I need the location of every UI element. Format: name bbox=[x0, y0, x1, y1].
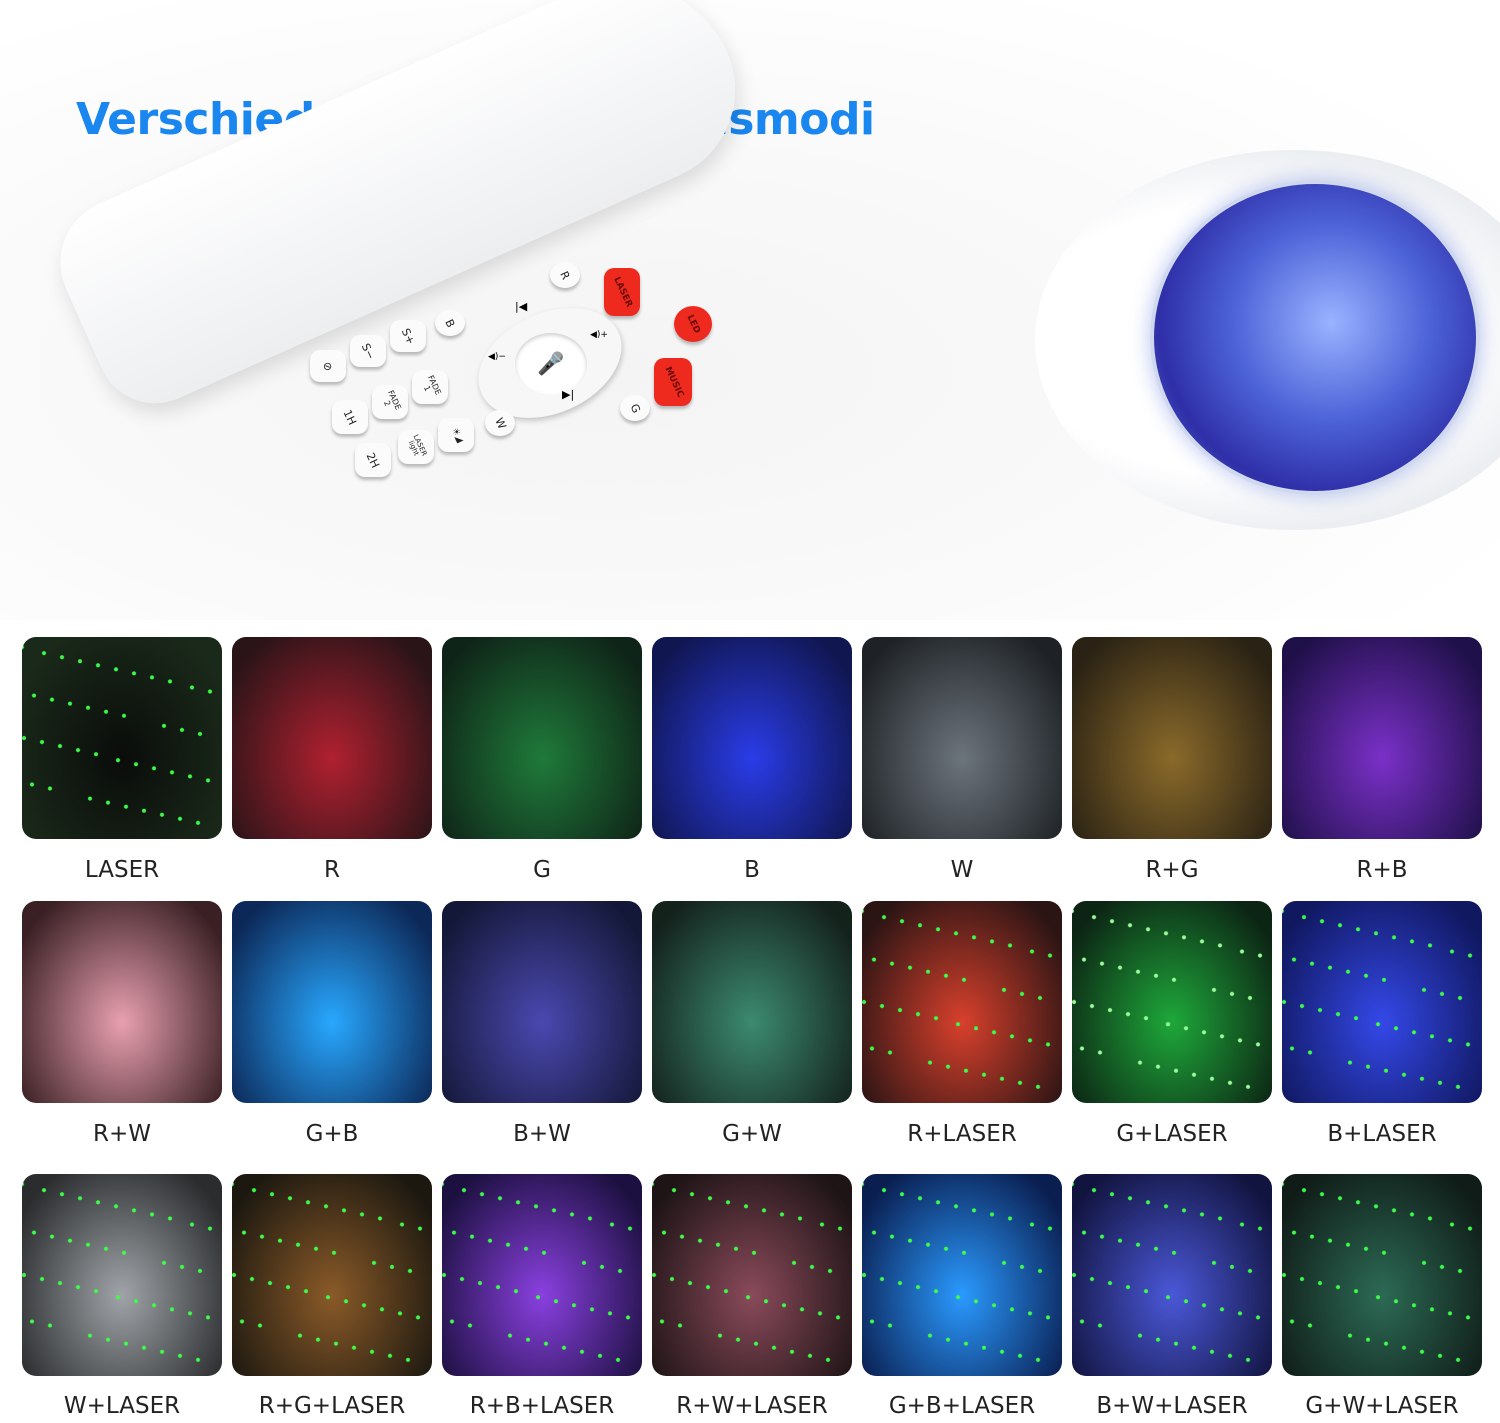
brightness-icon: ☀◢ bbox=[448, 425, 465, 444]
b-label: B bbox=[442, 316, 458, 330]
2h-button[interactable]: 2H bbox=[355, 443, 391, 477]
led-button[interactable]: LED bbox=[674, 306, 712, 342]
mode-tile bbox=[232, 637, 432, 839]
w-label: W bbox=[491, 415, 509, 431]
1h-button[interactable]: 1H bbox=[332, 400, 368, 434]
mode-tile bbox=[652, 901, 852, 1103]
laser-button[interactable]: LASER bbox=[604, 268, 640, 316]
laser-label: LASER bbox=[611, 275, 634, 309]
brightness-button[interactable]: ☀◢ bbox=[438, 418, 474, 452]
mode-label: R bbox=[324, 857, 340, 883]
2h-label: 2H bbox=[363, 450, 383, 470]
mode-label: W bbox=[950, 857, 974, 883]
mode-tile bbox=[442, 1174, 642, 1376]
mode-label: G+W bbox=[722, 1121, 782, 1147]
mode-label: R+LASER bbox=[907, 1121, 1017, 1147]
volume-up-icon[interactable]: ◀)+ bbox=[590, 330, 608, 340]
next-icon[interactable]: ▶| bbox=[562, 388, 575, 401]
1h-label: 1H bbox=[340, 407, 360, 427]
s-plus-label: S+ bbox=[398, 325, 418, 347]
mode-tile bbox=[1282, 637, 1482, 839]
fade2-button[interactable]: FADE 2 bbox=[372, 385, 408, 419]
mode-label: B+LASER bbox=[1327, 1121, 1437, 1147]
mode-tile bbox=[862, 901, 1062, 1103]
r-label: R bbox=[557, 268, 573, 282]
mode-tile bbox=[1072, 901, 1272, 1103]
mode-tile bbox=[1072, 637, 1272, 839]
mode-label: R+B+LASER bbox=[469, 1393, 615, 1419]
laser-light-label: LASER light bbox=[406, 433, 429, 458]
mode-tile bbox=[232, 1174, 432, 1376]
mic-button[interactable]: 🎤 bbox=[515, 333, 587, 395]
mode-label: B+W+LASER bbox=[1096, 1393, 1248, 1419]
timer-icon: ⊘ bbox=[320, 359, 336, 373]
mode-tile bbox=[442, 637, 642, 839]
mode-label: G+B+LASER bbox=[888, 1393, 1036, 1419]
mic-icon: 🎤 bbox=[537, 351, 565, 377]
mode-tile bbox=[652, 1174, 852, 1376]
b-button[interactable]: B bbox=[435, 310, 465, 336]
mode-label: G+LASER bbox=[1116, 1121, 1228, 1147]
music-button[interactable]: MUSIC bbox=[654, 358, 692, 406]
music-label: MUSIC bbox=[662, 364, 685, 399]
mode-label: G+B bbox=[305, 1121, 359, 1147]
mode-label: B bbox=[744, 857, 760, 883]
mode-tile bbox=[22, 901, 222, 1103]
mode-tile bbox=[1282, 1174, 1482, 1376]
mode-tile bbox=[862, 637, 1062, 839]
prev-icon[interactable]: |◀ bbox=[515, 300, 528, 313]
mode-label: W+LASER bbox=[63, 1393, 181, 1419]
fade1-button[interactable]: FADE 1 bbox=[412, 370, 448, 404]
mode-label: R+W bbox=[93, 1121, 151, 1147]
g-label: G bbox=[627, 401, 643, 415]
fade1-label: FADE 1 bbox=[421, 373, 443, 397]
speed-up-button[interactable]: S+ bbox=[390, 320, 426, 352]
led-label: LED bbox=[684, 312, 703, 335]
mode-label: LASER bbox=[84, 857, 160, 883]
timer-button[interactable]: ⊘ bbox=[310, 350, 346, 382]
mode-tile bbox=[22, 637, 222, 839]
mode-label: R+G+LASER bbox=[258, 1393, 406, 1419]
mode-label: R+B bbox=[1356, 857, 1408, 883]
speed-down-button[interactable]: S− bbox=[350, 335, 386, 367]
mode-label: B+W bbox=[513, 1121, 571, 1147]
mode-label: G bbox=[533, 857, 551, 883]
mode-label: R+G bbox=[1145, 857, 1199, 883]
g-button[interactable]: G bbox=[620, 395, 650, 421]
mode-label: R+W+LASER bbox=[676, 1393, 828, 1419]
s-minus-label: S− bbox=[358, 340, 378, 362]
fade2-label: FADE 2 bbox=[381, 388, 403, 412]
r-button[interactable]: R bbox=[550, 262, 580, 288]
mode-label: G+W+LASER bbox=[1305, 1393, 1459, 1419]
laser-light-button[interactable]: LASER light bbox=[398, 430, 434, 464]
mode-tile bbox=[442, 901, 642, 1103]
mode-tile bbox=[862, 1174, 1062, 1376]
mode-tile bbox=[1072, 1174, 1272, 1376]
mode-tile bbox=[232, 901, 432, 1103]
volume-down-icon[interactable]: ◀)− bbox=[488, 352, 506, 362]
mode-tile bbox=[652, 637, 852, 839]
mode-tile bbox=[22, 1174, 222, 1376]
projector-dome bbox=[1150, 180, 1480, 495]
mode-tile bbox=[1282, 901, 1482, 1103]
w-button[interactable]: W bbox=[485, 410, 515, 436]
